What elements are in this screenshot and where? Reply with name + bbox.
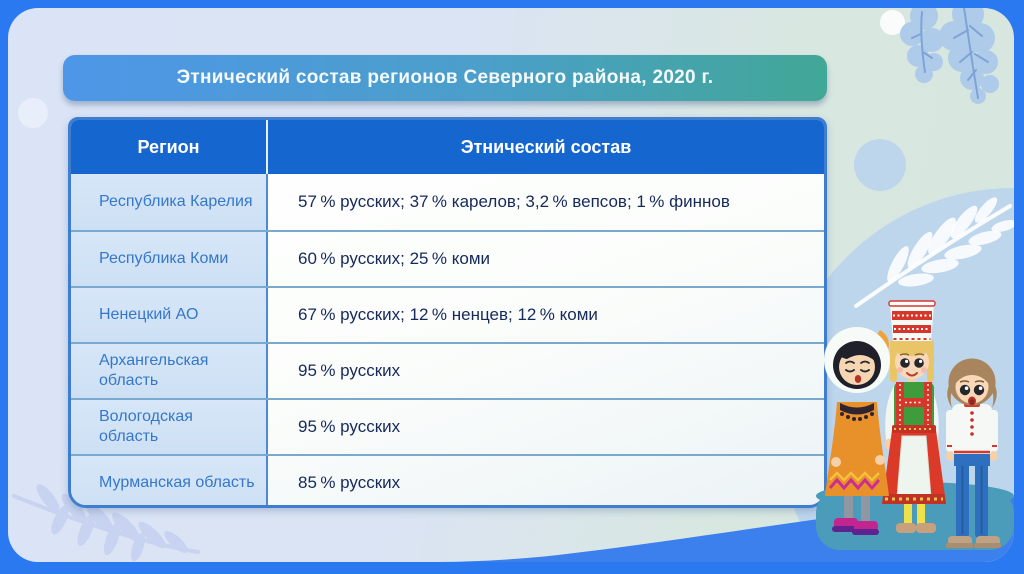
composition-cell: 60 % русских; 25 % коми [298, 249, 491, 268]
region-cell: Архангельская область [71, 344, 268, 398]
table-row: Вологодская область 95 % русских [71, 398, 824, 454]
fern-leaf-icon [12, 484, 200, 562]
background-dot-decoration [18, 98, 48, 128]
composition-cell: 95 % русских [298, 361, 401, 380]
header-region-label: Регион [137, 136, 200, 157]
region-cell: Республика Карелия [71, 174, 268, 230]
slide-background: Этнический состав регионов Северного рай… [8, 8, 1014, 562]
table-header-row: Регион Этнический состав [71, 120, 824, 174]
table-row: Мурманская область 85 % русских [71, 454, 824, 505]
header-cell-region: Регион [71, 120, 268, 174]
composition-cell: 67 % русских; 12 % ненцев; 12 % коми [298, 305, 598, 324]
composition-cell: 57 % русских; 37 % карелов; 3,2 % вепсов… [298, 192, 730, 211]
header-cell-composition: Этнический состав [268, 120, 824, 174]
slide-title: Этнический состав регионов Северного рай… [176, 67, 714, 88]
region-cell: Республика Коми [71, 232, 268, 286]
ethnic-composition-table: Регион Этнический состав Республика Каре… [68, 117, 827, 508]
header-composition-label: Этнический состав [460, 136, 632, 157]
boy-in-russian-costume [946, 358, 1001, 548]
composition-cell: 85 % русских [298, 473, 401, 492]
girl-in-karelian-costume [882, 300, 946, 533]
children-illustration [816, 300, 1014, 550]
white-fern-icon [854, 197, 1014, 308]
composition-cell: 95 % русских [298, 417, 401, 436]
girl-in-nenets-costume [824, 327, 890, 535]
table-row: Республика Коми 60 % русских; 25 % коми [71, 230, 824, 286]
title-banner: Этнический состав регионов Северного рай… [63, 55, 827, 101]
oak-leaves-icon [900, 8, 999, 104]
table-row: Ненецкий АО 67 % русских; 12 % ненцев; 1… [71, 286, 824, 342]
background-small-circle-decoration [854, 139, 906, 191]
region-cell: Ненецкий АО [71, 288, 268, 342]
table-row: Республика Карелия 57 % русских; 37 % ка… [71, 174, 824, 230]
table-row: Архангельская область 95 % русских [71, 342, 824, 398]
region-cell: Мурманская область [71, 456, 268, 505]
region-cell: Вологодская область [71, 400, 268, 454]
